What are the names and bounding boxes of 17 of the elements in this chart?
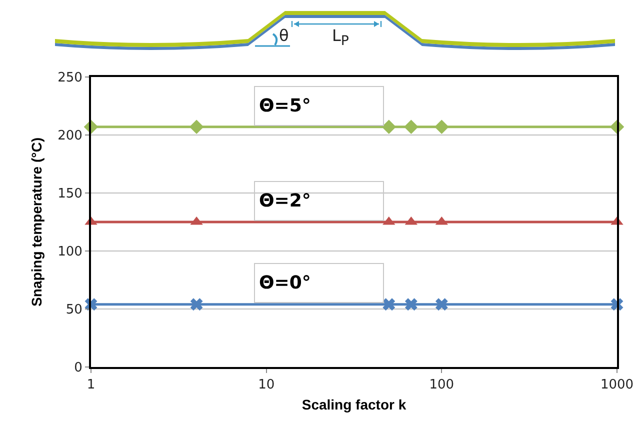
- y-tick-label: 0: [74, 360, 82, 376]
- y-tick-label: 150: [58, 186, 82, 202]
- series-label: Θ=0°: [259, 272, 311, 294]
- text: θ: [279, 26, 289, 45]
- y-tick-label: 200: [58, 128, 82, 144]
- y-tick-label: 50: [66, 302, 82, 318]
- series-label: Θ=5°: [259, 96, 311, 116]
- x-tick-label: 100: [429, 378, 454, 393]
- x-tick-label: 10: [258, 378, 275, 393]
- y-axis-title: Snaping temperature (°C): [28, 138, 45, 306]
- text: L$_{P}$: [332, 26, 349, 50]
- y-tick-label: 250: [58, 70, 82, 86]
- series-label: Θ=2°: [259, 190, 311, 212]
- x-tick-label: 1000: [600, 378, 634, 393]
- x-axis-title: Scaling factor k: [302, 396, 406, 412]
- y-tick-label: 100: [58, 244, 82, 260]
- x-tick-label: 1: [86, 378, 96, 393]
